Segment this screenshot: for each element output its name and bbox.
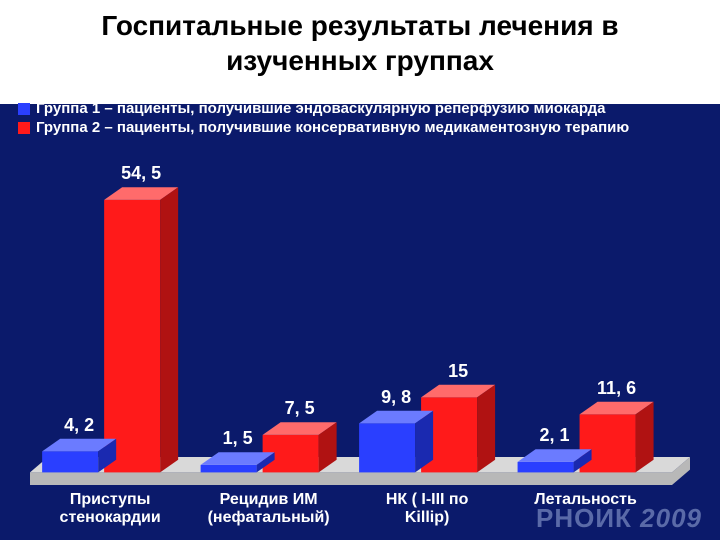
- bar-data-label: 4, 2: [64, 415, 94, 436]
- footer-brand-text: РНОИК: [536, 503, 632, 533]
- bar-data-label: 2, 1: [540, 425, 570, 446]
- x-axis-label: Приступы стенокардии: [60, 485, 161, 528]
- title-area: Госпитальные результаты лечения в изучен…: [0, 0, 720, 104]
- footer-year: 2009: [640, 503, 702, 533]
- bar-data-label: 15: [448, 361, 468, 382]
- x-axis-label: Рецидив ИМ (нефатальный): [208, 485, 330, 528]
- legend-swatch-1: [18, 103, 30, 115]
- title-line-1: Госпитальные результаты лечения в: [101, 10, 618, 41]
- title-line-2: изученных группах: [226, 45, 494, 76]
- chart-area: 4, 254, 5Приступы стенокардии1, 57, 5Рец…: [30, 155, 690, 485]
- legend-label-1: Группа 1 – пациенты, получившие эндоваск…: [36, 100, 606, 117]
- bar-data-label: 1, 5: [223, 428, 253, 449]
- footer-brand: РНОИК 2009: [536, 503, 702, 534]
- bar-chart: 4, 254, 5Приступы стенокардии1, 57, 5Рец…: [30, 155, 690, 485]
- legend: Группа 1 – пациенты, получившие эндоваск…: [18, 100, 629, 138]
- bar-data-label: 7, 5: [285, 398, 315, 419]
- legend-swatch-2: [18, 122, 30, 134]
- bar-data-label: 54, 5: [121, 163, 161, 184]
- bar-data-label: 11, 6: [597, 378, 636, 399]
- page-title: Госпитальные результаты лечения в изучен…: [0, 8, 720, 78]
- x-axis-label: НК ( I-III по Killip): [386, 485, 469, 528]
- legend-item-1: Группа 1 – пациенты, получившие эндоваск…: [18, 100, 629, 117]
- legend-label-2: Группа 2 – пациенты, получившие консерва…: [36, 119, 629, 136]
- bar-data-label: 9, 8: [381, 387, 411, 408]
- legend-item-2: Группа 2 – пациенты, получившие консерва…: [18, 119, 629, 136]
